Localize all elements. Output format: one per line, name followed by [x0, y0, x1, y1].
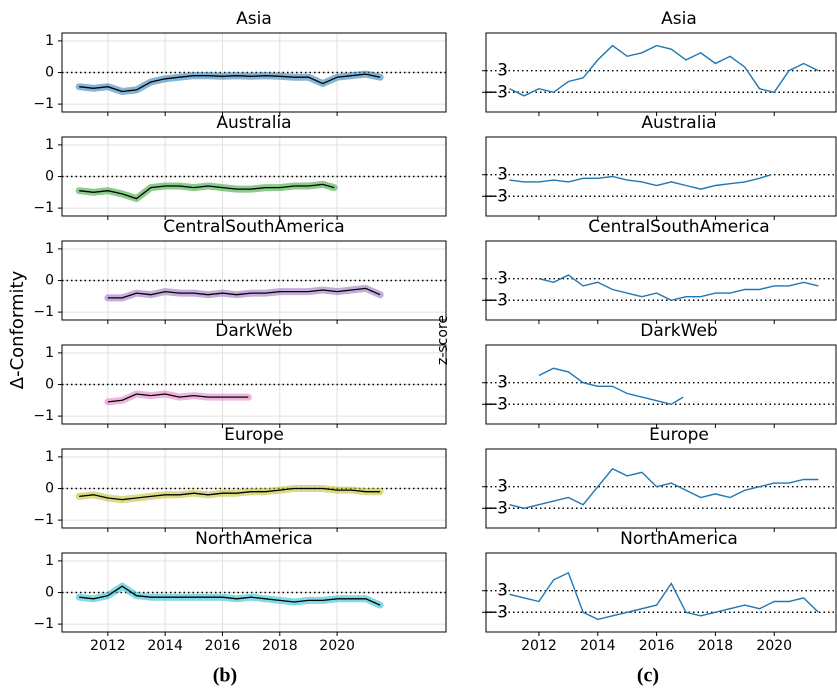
- y-tick-label: −1: [33, 616, 54, 632]
- x-tick-label: 2014: [580, 638, 616, 654]
- panel-frame: [61, 448, 447, 529]
- y-tick-label: 1: [45, 449, 54, 465]
- y-tick-label: 3: [497, 477, 508, 497]
- panel-frame: [485, 344, 837, 425]
- panel-title: Europe: [649, 425, 709, 445]
- y-tick-label: 1: [45, 241, 54, 257]
- panel-frame: [61, 136, 447, 217]
- y-tick-label: 1: [45, 345, 54, 361]
- line: [538, 274, 819, 302]
- y-tick-label: 3: [497, 373, 508, 393]
- panel-frame: [485, 32, 837, 113]
- line: [79, 487, 381, 501]
- y-tick-label: −1: [33, 96, 54, 112]
- y-axis-label: Δ-Conformity: [7, 270, 28, 389]
- y-tick-label: 0: [45, 377, 54, 393]
- y-tick-label: 0: [45, 585, 54, 601]
- y-tick-label: 0: [45, 169, 54, 185]
- panel-frame: [485, 448, 837, 529]
- panel-title: DarkWeb: [215, 321, 292, 341]
- y-tick-label: 3: [497, 581, 508, 601]
- panel-label: (c): [637, 665, 659, 687]
- panel-frame: [485, 136, 837, 217]
- panel-frame: [61, 344, 447, 425]
- panel-title: Europe: [224, 425, 284, 445]
- line: [509, 174, 772, 190]
- y-tick-label: 1: [45, 553, 54, 569]
- y-tick-label: 1: [45, 137, 54, 153]
- y-tick-label: 3: [497, 165, 508, 185]
- line-band: [75, 70, 384, 95]
- x-tick-label: 2012: [521, 638, 557, 654]
- y-tick-label: 3: [497, 61, 508, 81]
- panel-frame: [61, 32, 447, 113]
- panel-title: DarkWeb: [640, 321, 717, 341]
- x-tick-label: 2020: [756, 638, 792, 654]
- y-tick-label: 1: [45, 33, 54, 49]
- x-tick-label: 2018: [262, 638, 298, 654]
- x-tick-label: 2018: [698, 638, 734, 654]
- x-tick-label: 2016: [639, 638, 675, 654]
- panel-title: NorthAmerica: [195, 529, 313, 549]
- line-band: [104, 284, 384, 302]
- panel-label: (b): [213, 665, 237, 687]
- x-tick-label: 2014: [147, 638, 183, 654]
- x-tick-label: 2020: [319, 638, 355, 654]
- line: [107, 393, 249, 403]
- line: [79, 585, 381, 606]
- x-tick-label: 2016: [205, 638, 241, 654]
- line-band: [75, 582, 384, 609]
- panel-frame: [61, 552, 447, 633]
- y-tick-label: 3: [497, 269, 508, 289]
- panel-title: NorthAmerica: [620, 529, 738, 549]
- line: [538, 367, 684, 406]
- line: [79, 183, 335, 200]
- panel-title: CentralSouthAmerica: [588, 217, 769, 237]
- y-axis-label: z-score: [435, 315, 451, 365]
- y-tick-label: −1: [33, 200, 54, 216]
- y-tick-label: −1: [33, 408, 54, 424]
- line: [509, 571, 819, 621]
- line: [509, 467, 819, 510]
- y-tick-label: 0: [45, 273, 54, 289]
- panel-title: Asia: [661, 9, 697, 29]
- y-tick-label: −1: [33, 304, 54, 320]
- y-tick-label: −1: [33, 512, 54, 528]
- panel-title: Australia: [216, 113, 291, 133]
- panel-title: Australia: [641, 113, 716, 133]
- panel-title: CentralSouthAmerica: [163, 217, 344, 237]
- panel-frame: [485, 552, 837, 633]
- line: [79, 73, 381, 93]
- y-tick-label: 0: [45, 65, 54, 81]
- panel-frame: [61, 240, 447, 321]
- line: [509, 44, 819, 97]
- y-tick-label: 0: [45, 481, 54, 497]
- panel-frame: [485, 240, 837, 321]
- panel-title: Asia: [236, 9, 272, 29]
- x-tick-label: 2012: [90, 638, 126, 654]
- line: [107, 287, 381, 299]
